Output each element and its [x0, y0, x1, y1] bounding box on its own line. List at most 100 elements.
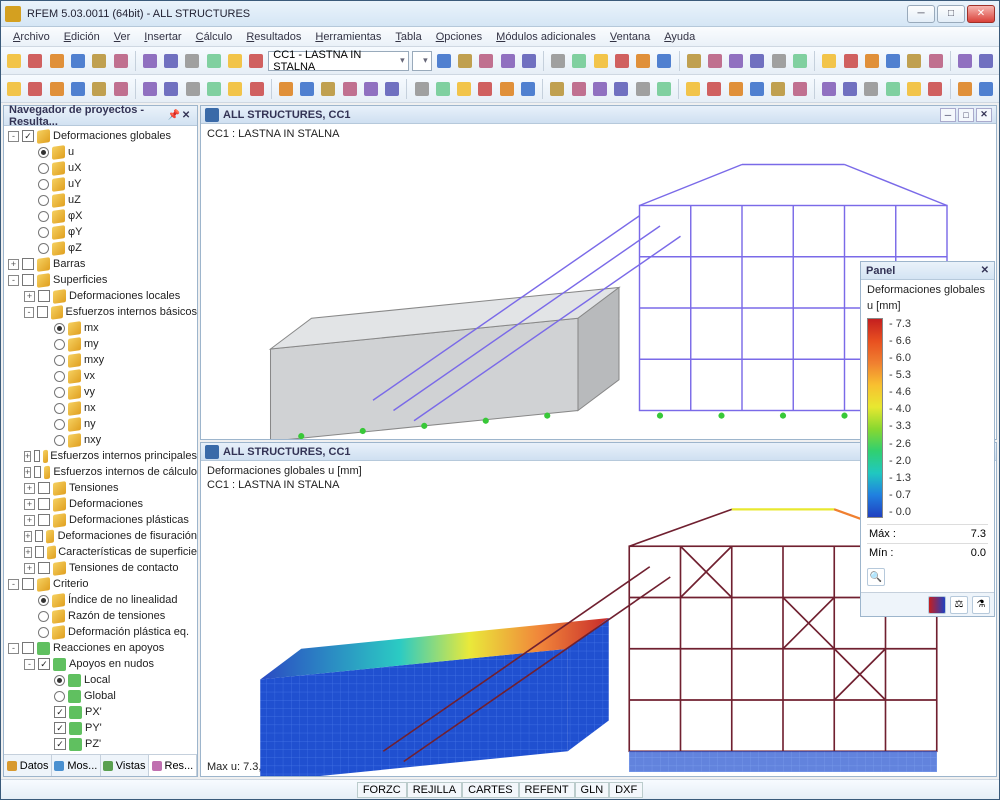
toolbar-button[interactable] — [26, 79, 44, 99]
toolbar-button[interactable] — [863, 51, 881, 71]
toolbar-button[interactable] — [434, 79, 452, 99]
toolbar-button[interactable] — [884, 51, 902, 71]
toolbar-button[interactable] — [226, 79, 244, 99]
tree-node[interactable]: vy — [4, 384, 197, 400]
tree-node[interactable]: +Tensiones de contacto — [4, 560, 197, 576]
toolbar-button[interactable] — [549, 51, 567, 71]
tree-node[interactable]: +Tensiones — [4, 480, 197, 496]
toolbar-button[interactable] — [956, 51, 974, 71]
toolbar-button[interactable] — [5, 79, 23, 99]
toolbar-button[interactable] — [905, 51, 923, 71]
toolbar-button[interactable] — [633, 79, 651, 99]
panel-scale-icon[interactable]: ⚖ — [950, 596, 968, 614]
tree-node[interactable]: +Esfuerzos internos principales — [4, 448, 197, 464]
menu-tabla[interactable]: Tabla — [389, 29, 427, 45]
toolbar-button[interactable] — [520, 51, 538, 71]
toolbar-button[interactable] — [26, 51, 44, 71]
toolbar-button[interactable] — [769, 79, 787, 99]
toolbar-button[interactable] — [48, 51, 66, 71]
toolbar-button[interactable] — [770, 51, 788, 71]
toolbar-button[interactable] — [591, 79, 609, 99]
navigator-tab-datos[interactable]: Datos — [4, 755, 52, 776]
tree-node[interactable]: +Deformaciones locales — [4, 288, 197, 304]
toolbar-button[interactable] — [69, 51, 87, 71]
tree-node[interactable]: -Reacciones en apoyos — [4, 640, 197, 656]
tree-node[interactable]: -Criterio — [4, 576, 197, 592]
tree-node[interactable]: +Deformaciones de fisuración — [4, 528, 197, 544]
toolbar-button[interactable] — [247, 79, 265, 99]
menu-cálculo[interactable]: Cálculo — [190, 29, 239, 45]
tree-node[interactable]: Global — [4, 688, 197, 704]
toolbar-button[interactable] — [548, 79, 566, 99]
status-dxf[interactable]: DXF — [609, 782, 643, 798]
tree-node[interactable]: +Barras — [4, 256, 197, 272]
navigator-tab-res[interactable]: Res... — [149, 755, 197, 776]
tree-node[interactable]: φY — [4, 224, 197, 240]
toolbar-button[interactable] — [319, 79, 337, 99]
tree-node[interactable]: uY — [4, 176, 197, 192]
tree-node[interactable]: Índice de no linealidad — [4, 592, 197, 608]
toolbar-button[interactable] — [498, 79, 516, 99]
panel-zoom-icon[interactable]: 🔍 — [867, 568, 885, 586]
tree-node[interactable]: -✓Deformaciones globales — [4, 128, 197, 144]
loadcase-step[interactable] — [412, 51, 432, 71]
close-button[interactable]: ✕ — [967, 5, 995, 23]
toolbar-button[interactable] — [820, 51, 838, 71]
menu-opciones[interactable]: Opciones — [430, 29, 488, 45]
tree-node[interactable]: +Deformaciones plásticas — [4, 512, 197, 528]
toolbar-button[interactable] — [955, 79, 973, 99]
toolbar-button[interactable] — [884, 79, 902, 99]
toolbar-button[interactable] — [498, 51, 516, 71]
toolbar-button[interactable] — [90, 51, 108, 71]
viewport-top-min[interactable]: ─ — [940, 108, 956, 122]
menu-ver[interactable]: Ver — [108, 29, 137, 45]
tree-node[interactable]: φZ — [4, 240, 197, 256]
toolbar-button[interactable] — [477, 51, 495, 71]
tree-node[interactable]: Razón de tensiones — [4, 608, 197, 624]
toolbar-button[interactable] — [69, 79, 87, 99]
toolbar-button[interactable] — [141, 79, 159, 99]
tree-node[interactable]: uX — [4, 160, 197, 176]
minimize-button[interactable]: ─ — [907, 5, 935, 23]
toolbar-button[interactable] — [226, 51, 244, 71]
toolbar-button[interactable] — [926, 79, 944, 99]
panel-filter-icon[interactable]: ⚗ — [972, 596, 990, 614]
tree-node[interactable]: nxy — [4, 432, 197, 448]
toolbar-button[interactable] — [476, 79, 494, 99]
navigator-tab-vistas[interactable]: Vistas — [101, 755, 149, 776]
toolbar-button[interactable] — [706, 51, 724, 71]
menu-archivo[interactable]: Archivo — [7, 29, 56, 45]
tree-node[interactable]: mxy — [4, 352, 197, 368]
maximize-button[interactable]: □ — [937, 5, 965, 23]
tree-node[interactable]: vx — [4, 368, 197, 384]
tree-node[interactable]: φX — [4, 208, 197, 224]
toolbar-button[interactable] — [790, 79, 808, 99]
tree-node[interactable]: uZ — [4, 192, 197, 208]
toolbar-button[interactable] — [412, 79, 430, 99]
menu-ayuda[interactable]: Ayuda — [658, 29, 701, 45]
tree-node[interactable]: -Superficies — [4, 272, 197, 288]
tree-node[interactable]: +Deformaciones — [4, 496, 197, 512]
toolbar-button[interactable] — [90, 79, 108, 99]
tree-node[interactable]: my — [4, 336, 197, 352]
tree-node[interactable]: nx — [4, 400, 197, 416]
status-forzc[interactable]: FORZC — [357, 782, 407, 798]
panel-close-icon[interactable]: ✕ — [981, 265, 989, 276]
menu-herramientas[interactable]: Herramientas — [309, 29, 387, 45]
toolbar-button[interactable] — [277, 79, 295, 99]
toolbar-button[interactable] — [162, 79, 180, 99]
toolbar-button[interactable] — [362, 79, 380, 99]
navigator-pin-icon[interactable]: 📌 — [168, 109, 180, 123]
results-tree[interactable]: -✓Deformaciones globalesuuXuYuZφXφYφZ+Ba… — [4, 126, 197, 754]
toolbar-button[interactable] — [977, 79, 995, 99]
toolbar-button[interactable] — [727, 79, 745, 99]
tree-node[interactable]: Local — [4, 672, 197, 688]
toolbar-button[interactable] — [791, 51, 809, 71]
status-cartes[interactable]: CARTES — [462, 782, 518, 798]
menu-ventana[interactable]: Ventana — [604, 29, 656, 45]
toolbar-button[interactable] — [705, 79, 723, 99]
toolbar-button[interactable] — [591, 51, 609, 71]
toolbar-button[interactable] — [247, 51, 265, 71]
tree-node[interactable]: u — [4, 144, 197, 160]
status-refent[interactable]: REFENT — [519, 782, 575, 798]
